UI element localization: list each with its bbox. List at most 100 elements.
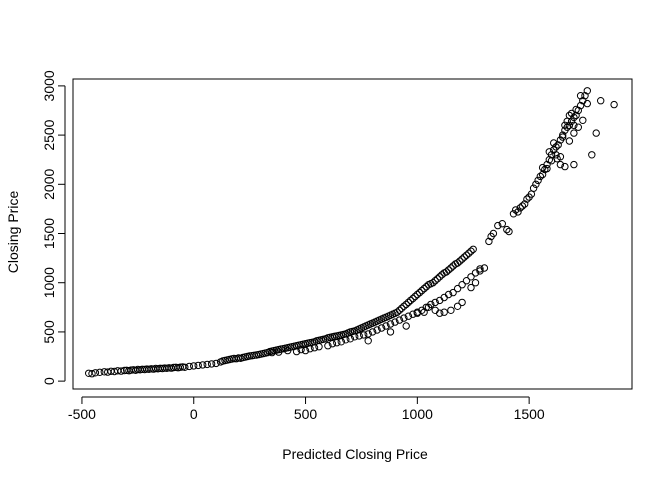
- x-tick-label: -500: [68, 406, 96, 422]
- data-point: [413, 309, 421, 317]
- data-point: [536, 172, 544, 181]
- data-point: [579, 116, 587, 125]
- data-point: [413, 290, 421, 299]
- y-axis: 0 500 1000 1500 2000 2500 3000: [41, 70, 66, 385]
- data-point: [494, 221, 502, 230]
- data-point: [360, 331, 368, 339]
- data-point: [315, 343, 323, 351]
- data-point: [583, 99, 591, 108]
- data-point: [559, 131, 567, 139]
- data-point: [386, 320, 395, 328]
- data-point: [469, 245, 477, 254]
- data-point: [505, 227, 513, 236]
- data-point: [449, 288, 457, 297]
- data-point: [467, 273, 475, 281]
- data-point: [411, 292, 419, 301]
- data-point: [485, 237, 493, 246]
- data-point: [190, 362, 198, 370]
- data-point: [570, 113, 578, 122]
- data-point: [409, 310, 417, 318]
- data-point: [368, 328, 377, 336]
- data-point: [552, 151, 560, 159]
- data-point: [565, 137, 574, 145]
- data-point: [476, 265, 484, 273]
- data-point: [117, 367, 125, 375]
- data-point: [185, 362, 194, 371]
- data-point: [572, 105, 580, 114]
- data-point: [592, 129, 600, 137]
- data-point: [570, 121, 578, 130]
- data-point: [462, 277, 471, 285]
- data-point: [567, 109, 576, 118]
- data-point: [245, 352, 254, 360]
- data-point: [523, 195, 531, 203]
- data-point: [203, 360, 211, 369]
- data-point: [570, 160, 578, 169]
- data-point: [554, 141, 562, 149]
- data-point: [509, 210, 518, 218]
- data-point: [176, 363, 185, 371]
- data-point: [458, 298, 466, 307]
- data-point: [543, 164, 551, 173]
- data-point: [431, 277, 439, 285]
- y-tick-label: 1000: [41, 267, 57, 298]
- data-point: [532, 180, 540, 189]
- data-point: [386, 328, 395, 336]
- x-tick-label: 0: [190, 406, 198, 422]
- data-point: [453, 284, 462, 293]
- data-point: [480, 264, 489, 272]
- data-point: [333, 339, 341, 347]
- data-point: [553, 155, 561, 163]
- data-point: [393, 308, 401, 316]
- data-point: [404, 312, 413, 320]
- data-point: [395, 306, 404, 314]
- data-point: [402, 322, 410, 330]
- data-point: [424, 303, 433, 311]
- data-point: [420, 284, 428, 293]
- data-point: [583, 87, 591, 95]
- data-point: [610, 100, 618, 109]
- data-points: [85, 87, 618, 378]
- data-point: [552, 143, 560, 151]
- data-point: [550, 139, 558, 147]
- y-tick-label: 2500: [41, 119, 57, 150]
- data-point: [91, 369, 100, 377]
- data-point: [576, 92, 585, 100]
- data-point: [418, 286, 426, 295]
- data-point: [514, 208, 522, 216]
- data-point: [458, 255, 466, 263]
- data-point: [503, 225, 511, 234]
- data-point: [556, 160, 565, 169]
- data-point: [467, 247, 475, 255]
- data-point: [409, 294, 417, 303]
- data-point: [489, 229, 498, 238]
- y-tick-label: 1500: [41, 218, 57, 249]
- data-point: [406, 296, 415, 305]
- data-point: [436, 309, 444, 317]
- data-point: [364, 330, 372, 338]
- data-point: [346, 335, 354, 343]
- data-point: [306, 345, 314, 353]
- data-point: [400, 302, 408, 310]
- data-point: [498, 220, 506, 228]
- data-point: [402, 300, 410, 309]
- x-tick-label: 1500: [514, 406, 545, 422]
- data-point: [212, 359, 220, 368]
- data-point: [342, 336, 350, 344]
- data-point: [545, 148, 553, 156]
- data-point: [465, 249, 473, 257]
- data-point: [442, 268, 451, 276]
- data-point: [516, 204, 524, 212]
- data-point: [395, 316, 404, 324]
- plot-frame: [72, 78, 633, 390]
- data-point: [456, 257, 464, 265]
- data-point: [431, 298, 439, 307]
- data-point: [96, 368, 104, 376]
- data-point: [355, 332, 363, 340]
- data-point: [561, 121, 569, 130]
- data-point: [538, 163, 547, 172]
- data-point: [207, 360, 216, 368]
- data-point: [310, 344, 319, 352]
- data-point: [597, 97, 605, 105]
